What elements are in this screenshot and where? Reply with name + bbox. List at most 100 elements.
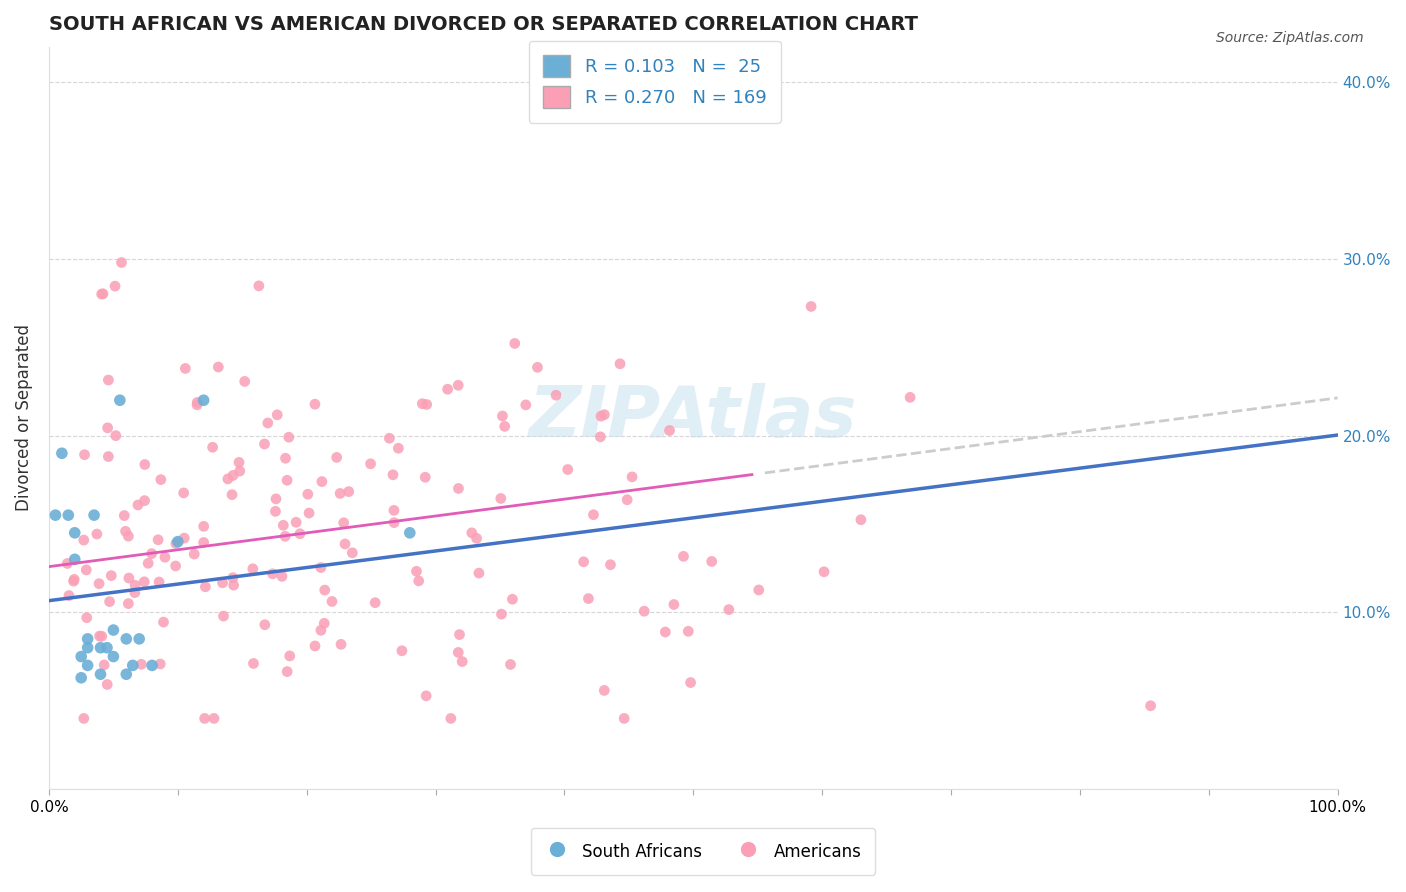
Point: [309, 560, 332, 574]
Point: [117, 597, 139, 611]
Point: [56, 557, 79, 571]
Point: [97, 421, 120, 435]
Point: [415, 397, 437, 411]
Y-axis label: Divorced or Separated: Divorced or Separated: [15, 325, 32, 511]
Point: [90, 287, 112, 301]
Point: [679, 675, 702, 690]
Point: [174, 361, 197, 376]
Legend: R = 0.103   N =  25, R = 0.270   N = 169: R = 0.103 N = 25, R = 0.270 N = 169: [529, 41, 780, 123]
Point: [76, 658, 98, 673]
Point: [112, 508, 135, 523]
Point: [364, 596, 387, 610]
Point: [222, 468, 245, 483]
Point: [271, 518, 294, 533]
Point: [447, 645, 470, 659]
Point: [849, 513, 872, 527]
Point: [91, 286, 114, 301]
Point: [304, 639, 326, 653]
Point: [194, 580, 217, 594]
Point: [63, 552, 86, 566]
Point: [233, 375, 256, 389]
Point: [83, 508, 105, 523]
Point: [228, 455, 250, 469]
Point: [333, 537, 356, 551]
Point: [285, 516, 308, 530]
Point: [748, 582, 770, 597]
Point: [337, 484, 360, 499]
Point: [173, 531, 195, 545]
Point: [382, 503, 405, 517]
Point: [76, 610, 98, 624]
Point: [222, 571, 245, 585]
Point: [110, 255, 132, 269]
Point: [332, 516, 354, 530]
Point: [165, 558, 187, 573]
Point: [193, 393, 215, 408]
Point: [131, 657, 153, 672]
Point: [202, 711, 225, 725]
Point: [166, 534, 188, 549]
Point: [194, 711, 217, 725]
Point: [266, 408, 288, 422]
Point: [465, 532, 488, 546]
Point: [264, 491, 287, 506]
Point: [468, 566, 491, 580]
Point: [491, 607, 513, 621]
Point: [621, 470, 644, 484]
Point: [90, 629, 112, 643]
Point: [104, 428, 127, 442]
Point: [499, 657, 522, 672]
Legend: South Africans, Americans: South Africans, Americans: [530, 828, 876, 875]
Point: [62, 574, 84, 589]
Point: [127, 498, 149, 512]
Point: [124, 585, 146, 599]
Point: [149, 473, 172, 487]
Point: [658, 424, 681, 438]
Point: [75, 563, 97, 577]
Point: [128, 632, 150, 646]
Point: [314, 583, 336, 598]
Point: [277, 430, 299, 444]
Point: [491, 409, 513, 423]
Point: [398, 525, 420, 540]
Point: [278, 648, 301, 663]
Point: [134, 458, 156, 472]
Point: [173, 486, 195, 500]
Point: [572, 555, 595, 569]
Point: [97, 450, 120, 464]
Point: [813, 565, 835, 579]
Point: [89, 629, 111, 643]
Point: [183, 547, 205, 561]
Point: [314, 616, 336, 631]
Point: [93, 657, 115, 672]
Point: [108, 393, 131, 408]
Point: [118, 571, 141, 585]
Point: [73, 711, 96, 725]
Point: [408, 574, 430, 588]
Point: [717, 602, 740, 616]
Point: [217, 472, 239, 486]
Point: [411, 397, 433, 411]
Point: [800, 300, 823, 314]
Point: [97, 373, 120, 387]
Point: [148, 574, 170, 589]
Point: [134, 493, 156, 508]
Point: [146, 533, 169, 547]
Point: [449, 627, 471, 641]
Point: [616, 492, 638, 507]
Point: [253, 437, 276, 451]
Point: [898, 390, 921, 404]
Point: [447, 482, 470, 496]
Point: [89, 640, 111, 655]
Point: [387, 442, 409, 456]
Point: [104, 279, 127, 293]
Point: [297, 487, 319, 501]
Point: [325, 450, 347, 465]
Point: [124, 578, 146, 592]
Point: [271, 569, 294, 583]
Point: [87, 576, 110, 591]
Point: [678, 624, 700, 639]
Point: [489, 491, 512, 506]
Point: [589, 409, 612, 424]
Point: [613, 711, 636, 725]
